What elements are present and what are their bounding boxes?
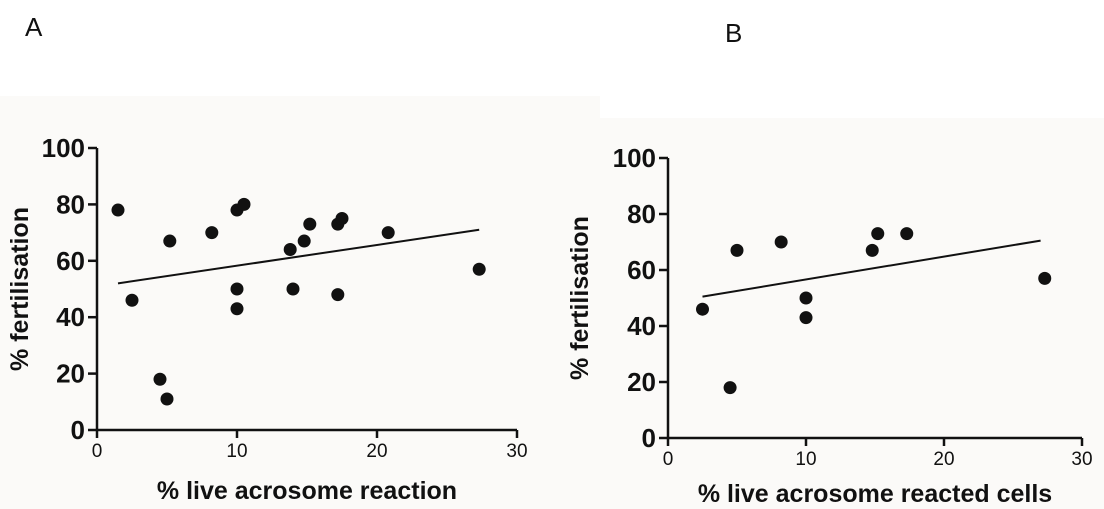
panel-b-y-tick-label: 80 — [627, 199, 656, 229]
panel-a-data-point — [160, 392, 174, 406]
panel-b-y-tick-label: 0 — [642, 423, 656, 453]
panel-b-trendline — [702, 239, 1041, 298]
panel-b-data-point — [900, 227, 914, 241]
panel-a-y-tick-label: 40 — [56, 302, 85, 332]
panel-a-label: A — [25, 12, 43, 42]
panel-a-y-tick-label: 20 — [56, 359, 85, 389]
panel-b-y-tick-label: 100 — [613, 143, 656, 173]
panel-b-label: B — [725, 18, 743, 48]
panel-a-x-tick-label: 10 — [226, 441, 247, 462]
panel-a-data-point — [237, 197, 251, 211]
panel-a-data-point — [303, 217, 317, 231]
panel-b-data-point — [730, 243, 744, 257]
panel-a-data-point — [381, 226, 395, 240]
panel-a-trendline — [117, 228, 480, 285]
panel-a-data-point — [111, 203, 125, 217]
panel-a-x-axis-title: % live acrosome reaction — [157, 477, 457, 505]
panel-a-data-point — [230, 302, 244, 316]
panel-b-data-point — [774, 235, 788, 249]
panel-a-data-point — [335, 212, 349, 225]
panel-a-x-tick-label: 30 — [506, 441, 527, 462]
panel-a-chart: 0 20 40 60 80 100 0 10 20 30 % live acrosome react… — [6, 133, 528, 505]
panel-a-data-point — [153, 372, 167, 386]
panel-a-background — [0, 96, 600, 509]
panel-a-data-point — [230, 282, 244, 296]
panel-a-data-point — [283, 243, 297, 257]
panel-b-data-point — [799, 291, 813, 305]
panel-a-y-tick-label: 60 — [56, 246, 85, 276]
panel-a-data-point — [286, 282, 300, 296]
panel-b-data-point — [799, 311, 813, 325]
panel-a-data-point — [205, 226, 219, 240]
panel-a-y-tick-label: 100 — [42, 133, 85, 163]
panel-a-y-axis-title: % fertilisation — [6, 207, 34, 371]
panel-a-x-tick-label: 20 — [366, 441, 387, 462]
panel-b-data-point — [723, 381, 737, 395]
panel-b-x-tick-label: 20 — [933, 449, 954, 470]
panel-b-y-tick-label: 20 — [627, 367, 656, 397]
panel-b-background — [600, 118, 1104, 509]
panel-b-data-point — [1038, 271, 1052, 285]
panel-b-y-tick-label: 40 — [627, 311, 656, 341]
panel-b-data-point — [871, 227, 885, 241]
panel-b-x-tick-label: 30 — [1071, 449, 1092, 470]
panel-a-x-tick-label: 0 — [92, 441, 103, 462]
panel-b-data-point — [865, 243, 879, 257]
panel-b-x-tick-label: 10 — [795, 449, 816, 470]
panel-a-data-point — [331, 288, 345, 302]
panel-a-y-tick-label: 0 — [71, 415, 85, 445]
panel-a-y-tick-label: 80 — [56, 189, 85, 219]
panel-b-x-tick-label: 0 — [663, 449, 674, 470]
panel-a-data-point — [297, 234, 311, 248]
panel-a-data-point — [472, 262, 486, 276]
panel-b-y-tick-label: 60 — [627, 255, 656, 285]
panel-b-y-axis-title: % fertilisation — [566, 216, 594, 380]
panel-a-data-point — [125, 293, 139, 307]
panel-b-x-axis-title: % live acrosome reacted cells — [698, 480, 1052, 508]
panel-b-data-point — [696, 302, 709, 316]
panel-a-data-point — [163, 234, 177, 248]
panel-b-chart: 0 20 40 60 80 100 0 10 20 30 % live acrosome react… — [566, 143, 1093, 508]
